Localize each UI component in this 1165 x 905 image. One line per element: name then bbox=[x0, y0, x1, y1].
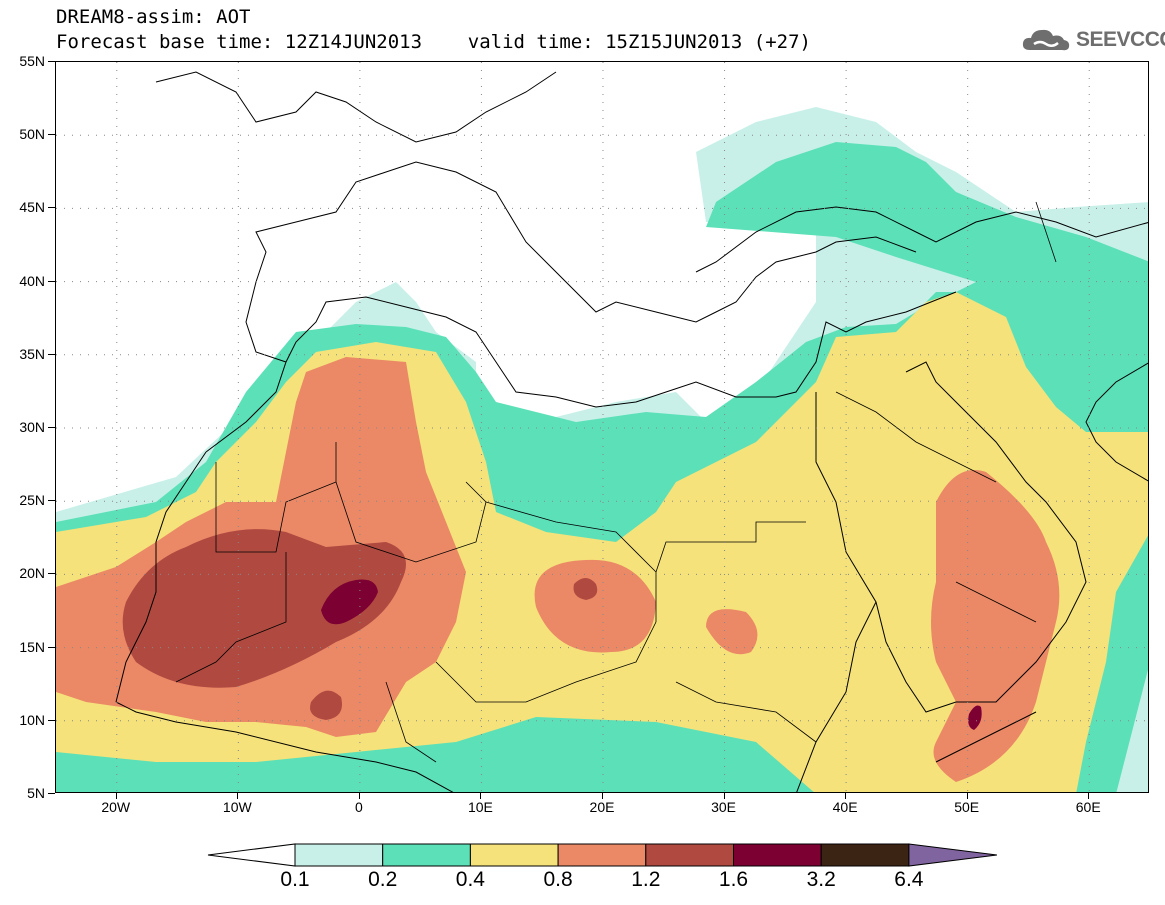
colorbar-low-triangle bbox=[207, 843, 296, 867]
lat-tick bbox=[48, 500, 55, 502]
lat-label: 25N bbox=[19, 492, 45, 509]
lon-label: 10E bbox=[467, 799, 493, 815]
coastlines bbox=[115, 71, 1148, 792]
lat-label: 30N bbox=[19, 419, 45, 435]
lat-tick bbox=[48, 134, 55, 136]
lat-label: 35N bbox=[19, 345, 45, 362]
lat-label: 10N bbox=[19, 711, 45, 728]
lat-tick bbox=[48, 646, 55, 648]
lat-label: 50N bbox=[19, 126, 45, 143]
colorbar-box bbox=[382, 843, 471, 867]
aot-band-1.2-1.6-b bbox=[310, 690, 342, 720]
aot-band-1.6-3.2-b bbox=[968, 705, 982, 730]
logo-text: SEEVCCC bbox=[1076, 28, 1165, 51]
lon-label: 20W bbox=[101, 799, 131, 815]
aot-map bbox=[55, 61, 1149, 793]
lat-label: 15N bbox=[19, 638, 45, 655]
title-line-1: DREAM8-assim: AOT bbox=[56, 6, 251, 28]
seevccc-logo: SEEVCCC bbox=[1020, 25, 1165, 55]
lon-tick bbox=[480, 793, 482, 799]
lon-label: 0 bbox=[354, 799, 363, 815]
aot-band-1.2-1.6-c bbox=[573, 578, 598, 600]
colorbar-label: 0.1 bbox=[280, 868, 310, 891]
lat-tick bbox=[48, 353, 55, 355]
lon-tick bbox=[358, 793, 360, 799]
lon-tick bbox=[966, 793, 968, 799]
aot-band-1.6-3.2 bbox=[321, 579, 378, 625]
lat-label: 5N bbox=[27, 785, 45, 801]
lat-tick bbox=[48, 61, 55, 62]
lon-tick bbox=[602, 793, 603, 799]
lon-tick bbox=[115, 793, 117, 799]
lat-tick bbox=[48, 719, 55, 721]
map-svg bbox=[56, 62, 1148, 792]
lat-tick bbox=[48, 207, 55, 209]
colorbar-box bbox=[294, 843, 384, 867]
lon-label: 40E bbox=[832, 799, 858, 815]
lon-tick bbox=[1088, 793, 1090, 799]
colorbar-box bbox=[645, 843, 734, 867]
title-line-2: Forecast base time: 12Z14JUN2013 valid t… bbox=[56, 31, 811, 53]
lat-tick bbox=[48, 280, 55, 282]
lon-label: 50E bbox=[954, 799, 980, 815]
lat-label: 45N bbox=[19, 199, 45, 216]
lat-label: 20N bbox=[19, 565, 45, 582]
lon-label: 10W bbox=[222, 799, 252, 815]
colorbar-box bbox=[469, 843, 559, 867]
lat-tick bbox=[48, 573, 55, 575]
lon-label: 20E bbox=[589, 799, 615, 815]
lon-label: 60E bbox=[1075, 799, 1101, 815]
lat-tick bbox=[48, 427, 55, 428]
colorbar-label: 0.4 bbox=[455, 868, 485, 891]
aot-field bbox=[56, 107, 1148, 792]
colorbar-label: 1.2 bbox=[631, 868, 661, 891]
colorbar-box bbox=[733, 843, 822, 867]
colorbar-box bbox=[557, 843, 647, 867]
lon-tick bbox=[237, 793, 239, 799]
colorbar-label: 1.6 bbox=[718, 868, 749, 891]
colorbar-label: 3.2 bbox=[806, 868, 836, 891]
colorbar-high-triangle bbox=[908, 843, 997, 867]
colorbar-label: 6.4 bbox=[894, 868, 924, 891]
colorbar-label: 0.8 bbox=[543, 868, 573, 891]
aot-band-0.8-1.2-c bbox=[706, 609, 758, 655]
lat-label: 40N bbox=[19, 272, 45, 289]
borders bbox=[175, 201, 1057, 763]
lon-tick bbox=[845, 793, 847, 799]
lon-tick bbox=[723, 793, 725, 799]
cloud-icon bbox=[1022, 29, 1070, 51]
lat-label: 55N bbox=[19, 53, 45, 69]
aot-band-1.2-1.6 bbox=[122, 529, 407, 688]
lon-label: 30E bbox=[711, 799, 736, 815]
aot-band-0.8-1.2-d bbox=[931, 470, 1060, 782]
colorbar-label: 0.2 bbox=[368, 868, 398, 891]
colorbar-box bbox=[820, 843, 910, 867]
aot-band-0.8-1.2-b bbox=[534, 559, 656, 653]
lat-tick bbox=[48, 793, 55, 794]
